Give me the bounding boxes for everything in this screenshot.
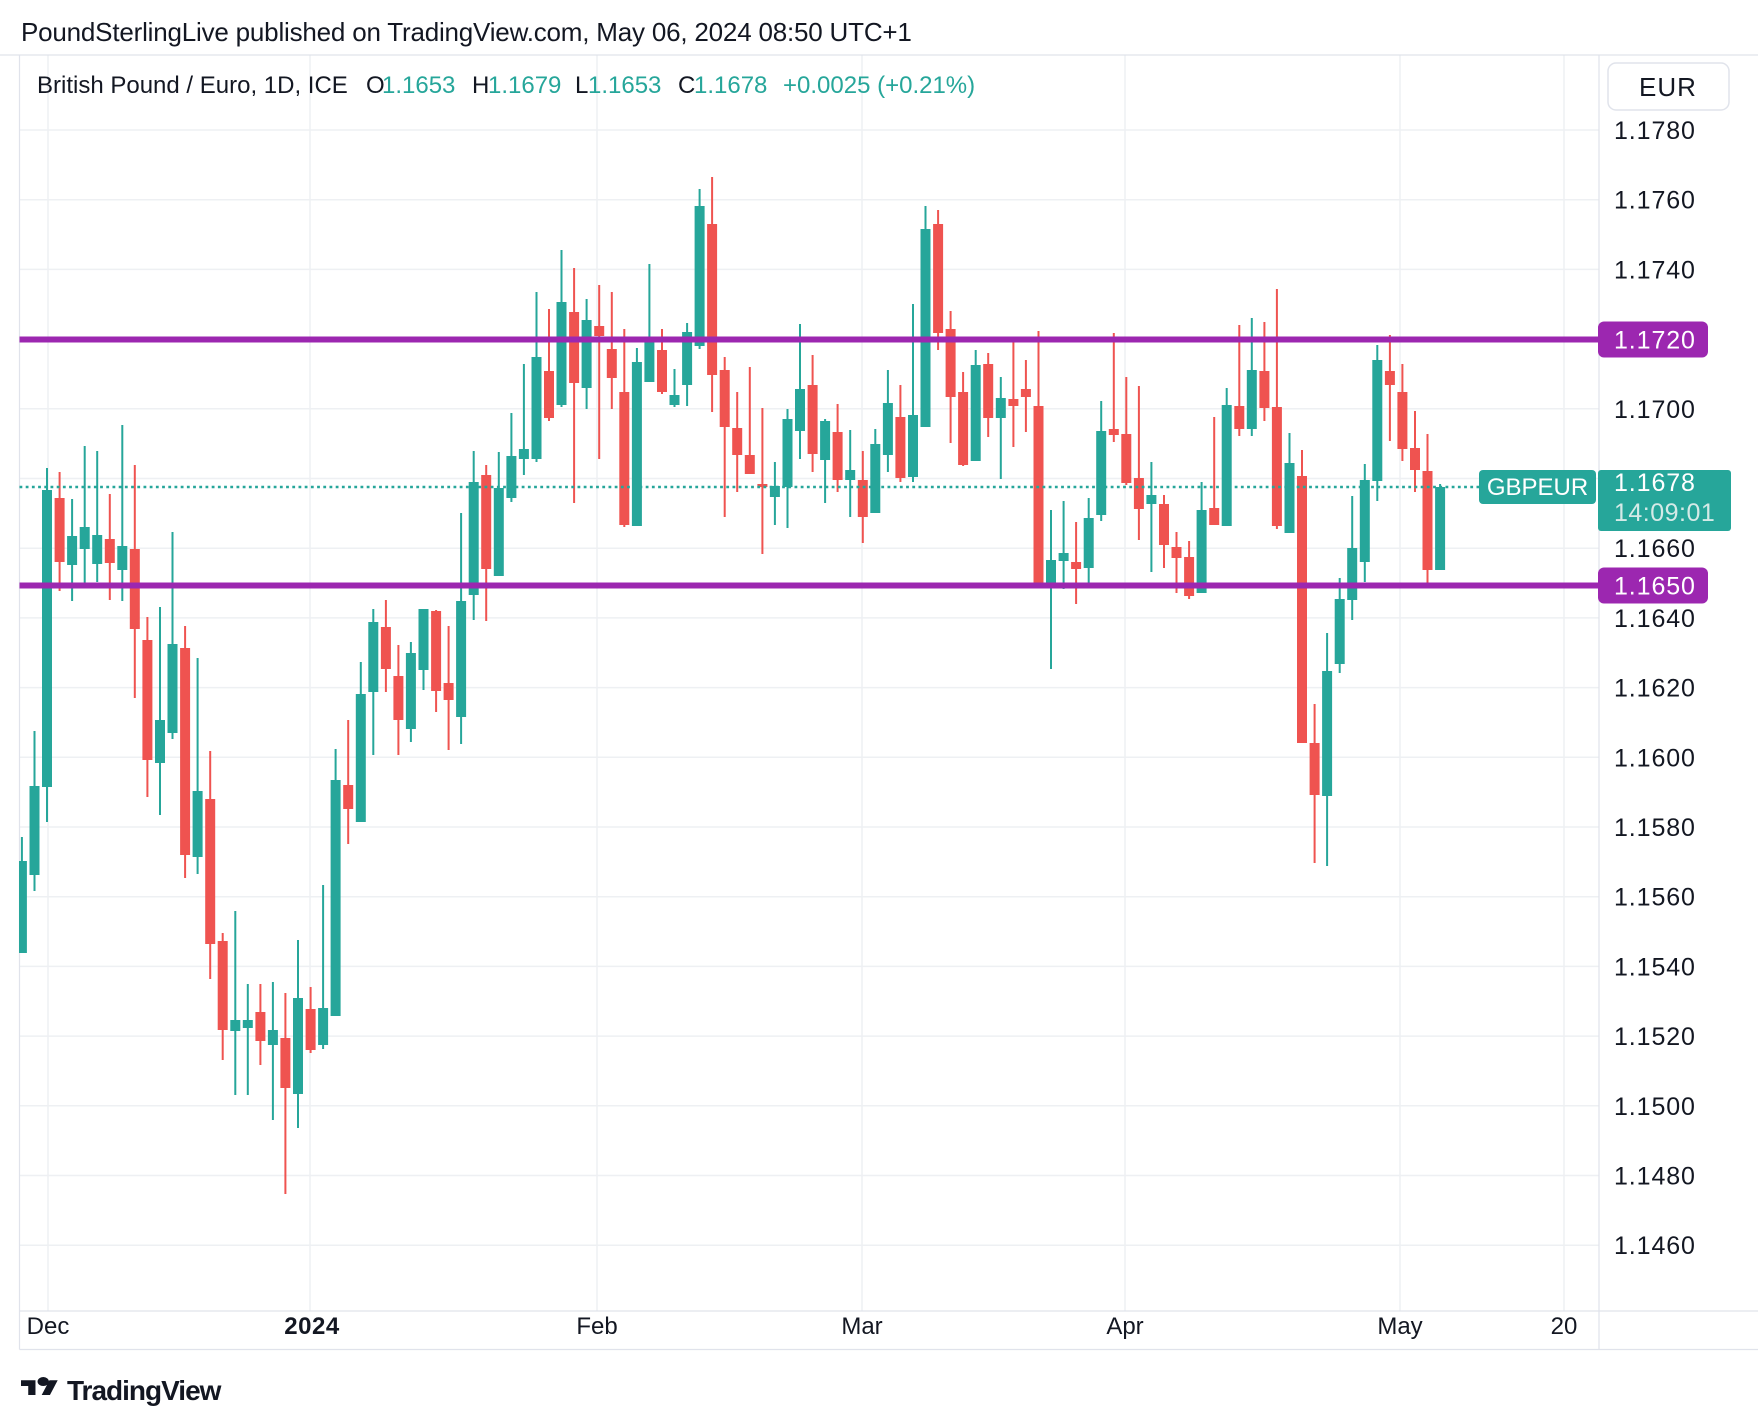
svg-text:1.1780: 1.1780 bbox=[1614, 117, 1696, 145]
svg-text:1.1720: 1.1720 bbox=[1614, 327, 1696, 355]
svg-text:1.1679: 1.1679 bbox=[488, 72, 561, 99]
svg-text:Apr: Apr bbox=[1106, 1313, 1143, 1340]
svg-text:1.1560: 1.1560 bbox=[1614, 884, 1696, 912]
svg-text:L: L bbox=[575, 72, 588, 99]
svg-text:1.1540: 1.1540 bbox=[1614, 953, 1696, 981]
svg-text:British Pound / Euro, 1D, ICE: British Pound / Euro, 1D, ICE bbox=[37, 72, 348, 99]
svg-text:O: O bbox=[366, 72, 385, 99]
svg-text:H: H bbox=[472, 72, 489, 99]
svg-text:2024: 2024 bbox=[284, 1313, 340, 1340]
svg-text:1.1580: 1.1580 bbox=[1614, 814, 1696, 842]
svg-text:1.1678: 1.1678 bbox=[694, 72, 767, 99]
svg-text:1.1660: 1.1660 bbox=[1614, 535, 1696, 563]
svg-text:20: 20 bbox=[1551, 1313, 1578, 1340]
svg-text:C: C bbox=[678, 72, 695, 99]
svg-text:PoundSterlingLive published on: PoundSterlingLive published on TradingVi… bbox=[21, 17, 912, 47]
svg-text:1.1650: 1.1650 bbox=[1614, 573, 1696, 601]
svg-text:1.1653: 1.1653 bbox=[382, 72, 455, 99]
svg-text:1.1620: 1.1620 bbox=[1614, 675, 1696, 703]
svg-text:1.1678: 1.1678 bbox=[1614, 469, 1696, 497]
svg-text:1.1653: 1.1653 bbox=[588, 72, 661, 99]
svg-text:TradingView: TradingView bbox=[67, 1375, 222, 1406]
svg-text:EUR: EUR bbox=[1639, 72, 1697, 102]
svg-text:1.1520: 1.1520 bbox=[1614, 1023, 1696, 1051]
svg-text:May: May bbox=[1377, 1313, 1422, 1340]
svg-text:Mar: Mar bbox=[841, 1313, 882, 1340]
svg-text:1.1740: 1.1740 bbox=[1614, 256, 1696, 284]
svg-text:1.1700: 1.1700 bbox=[1614, 396, 1696, 424]
svg-text:1.1500: 1.1500 bbox=[1614, 1093, 1696, 1121]
svg-text:GBPEUR: GBPEUR bbox=[1487, 474, 1588, 501]
svg-text:1.1480: 1.1480 bbox=[1614, 1163, 1696, 1191]
svg-text:1.1760: 1.1760 bbox=[1614, 187, 1696, 215]
svg-text:Feb: Feb bbox=[576, 1313, 617, 1340]
svg-text:1.1460: 1.1460 bbox=[1614, 1232, 1696, 1260]
svg-text:+0.0025 (+0.21%): +0.0025 (+0.21%) bbox=[783, 72, 975, 99]
svg-text:Dec: Dec bbox=[27, 1313, 70, 1340]
svg-text:1.1600: 1.1600 bbox=[1614, 744, 1696, 772]
svg-text:14:09:01: 14:09:01 bbox=[1614, 499, 1715, 527]
svg-text:1.1640: 1.1640 bbox=[1614, 605, 1696, 633]
